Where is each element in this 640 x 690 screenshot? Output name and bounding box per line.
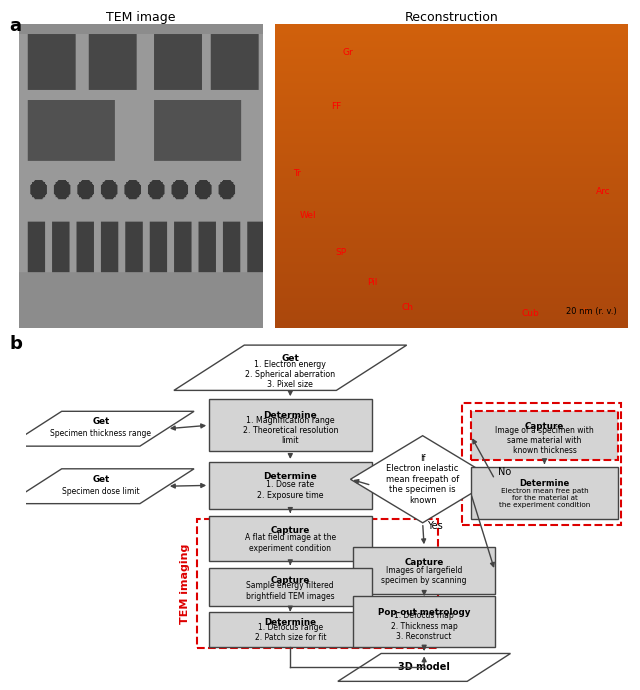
Text: Images of largefield
specimen by scanning: Images of largefield specimen by scannin… <box>381 566 467 585</box>
Text: Specimen thickness range: Specimen thickness range <box>51 429 151 438</box>
Text: Capture: Capture <box>271 526 310 535</box>
Text: TEM imaging: TEM imaging <box>180 544 190 624</box>
Bar <box>353 596 495 647</box>
Text: Determine: Determine <box>519 480 570 489</box>
Text: Electron mean free path
for the material at
the experiment condition: Electron mean free path for the material… <box>499 489 590 509</box>
Text: Gr: Gr <box>342 48 353 57</box>
Text: Determine: Determine <box>264 411 317 420</box>
Bar <box>209 516 371 561</box>
Text: 1. Electron energy
2. Spherical aberration
3. Pixel size: 1. Electron energy 2. Spherical aberrati… <box>245 359 335 389</box>
Title: Reconstruction: Reconstruction <box>404 11 498 24</box>
Polygon shape <box>338 653 511 681</box>
Text: Ch: Ch <box>402 302 414 311</box>
Text: Get: Get <box>282 354 300 363</box>
Text: Pil: Pil <box>367 278 377 287</box>
Text: Capture: Capture <box>271 576 310 585</box>
Text: b: b <box>10 335 22 353</box>
Bar <box>471 411 618 460</box>
Text: Sample energy filtered
brightfield TEM images: Sample energy filtered brightfield TEM i… <box>246 582 335 601</box>
Text: Capture: Capture <box>404 558 444 566</box>
Text: Wel: Wel <box>300 211 316 220</box>
Text: Determine: Determine <box>264 473 317 482</box>
Text: A flat field image at the
experiment condition: A flat field image at the experiment con… <box>244 533 336 553</box>
Bar <box>209 568 371 607</box>
Polygon shape <box>351 435 495 523</box>
Text: 1. Dose rate
2. Exposure time: 1. Dose rate 2. Exposure time <box>257 480 324 500</box>
Polygon shape <box>8 469 194 504</box>
Text: Pop-out metrology: Pop-out metrology <box>378 608 470 617</box>
Text: Tr: Tr <box>293 169 301 178</box>
Text: Yes: Yes <box>428 521 444 531</box>
Text: 1. Magnification range
2. Theoretical resolution
limit: 1. Magnification range 2. Theoretical re… <box>243 415 338 445</box>
Bar <box>209 462 371 509</box>
Text: 3D model: 3D model <box>398 662 450 673</box>
Text: 1. Defocus map
2. Thickness map
3. Reconstruct: 1. Defocus map 2. Thickness map 3. Recon… <box>391 611 458 641</box>
Text: Capture: Capture <box>525 422 564 431</box>
Text: 20 nm (r. v.): 20 nm (r. v.) <box>566 306 617 315</box>
Bar <box>462 402 621 524</box>
Text: Get: Get <box>92 417 109 426</box>
Text: No: No <box>498 467 511 477</box>
Polygon shape <box>8 411 194 446</box>
Text: Image of a specimen with
same material with
known thickness: Image of a specimen with same material w… <box>495 426 594 455</box>
Title: TEM image: TEM image <box>106 11 175 24</box>
Text: Specimen dose limit: Specimen dose limit <box>62 487 140 496</box>
Bar <box>209 611 371 647</box>
Bar <box>353 547 495 594</box>
Polygon shape <box>174 345 406 391</box>
Text: FF: FF <box>332 102 342 111</box>
Bar <box>197 520 438 649</box>
Text: Cub: Cub <box>522 308 540 317</box>
Text: Determine: Determine <box>264 618 316 627</box>
Text: SP: SP <box>335 248 346 257</box>
Text: a: a <box>10 17 22 35</box>
Bar <box>471 467 618 520</box>
Bar <box>209 399 371 451</box>
Text: Get: Get <box>92 475 109 484</box>
Text: If
Electron inelastic
mean freepath of
the specimen is
known: If Electron inelastic mean freepath of t… <box>386 454 460 504</box>
Text: 1. Defocus range
2. Patch size for fit: 1. Defocus range 2. Patch size for fit <box>255 623 326 642</box>
Text: Arc: Arc <box>595 187 610 196</box>
